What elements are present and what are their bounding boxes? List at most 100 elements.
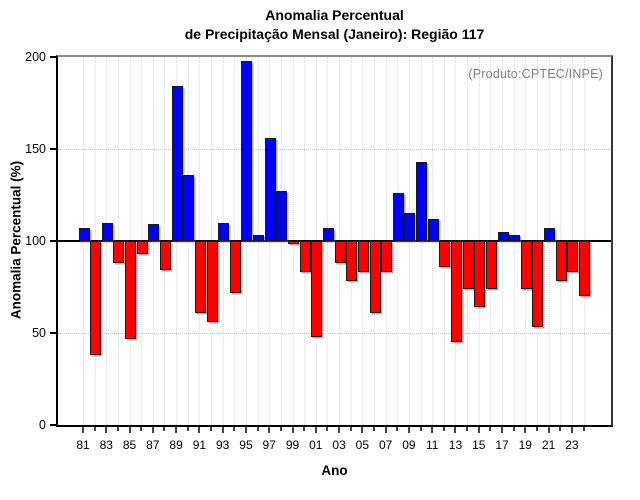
y-tick-label-50: 50 (32, 326, 46, 340)
chart-title: Anomalia Percentual (265, 7, 404, 23)
x-tick-label-15: 15 (472, 438, 486, 452)
bar-09 (404, 213, 416, 241)
bar-06 (369, 241, 381, 313)
x-tick-label-87: 87 (146, 438, 160, 452)
bar-94 (229, 241, 241, 293)
x-tick-label-85: 85 (122, 438, 137, 452)
bar-13 (450, 241, 462, 343)
bar-24 (579, 241, 591, 297)
x-tick-00 (303, 427, 306, 431)
x-tick-label-99: 99 (285, 438, 300, 452)
bar-82 (90, 241, 102, 356)
bar-85 (125, 241, 137, 339)
horizontal-gridline-150 (58, 149, 611, 150)
x-tick-88 (163, 427, 166, 431)
bar-87 (148, 224, 160, 241)
y-tick-150 (50, 148, 56, 150)
x-tick-label-09: 09 (402, 438, 416, 452)
x-tick-05 (361, 427, 364, 433)
bar-10 (416, 161, 428, 241)
x-tick-label-13: 13 (448, 438, 463, 452)
plot-area: (Produto:CPTEC/INPE) (56, 55, 613, 427)
x-tick-02 (326, 427, 329, 431)
x-tick-14 (466, 427, 469, 431)
x-tick-label-93: 93 (215, 438, 230, 452)
y-tick-200 (50, 56, 56, 58)
x-tick-86 (140, 427, 143, 431)
bar-99 (288, 241, 300, 244)
x-tick-84 (116, 427, 119, 431)
x-tick-12 (442, 427, 445, 431)
x-tick-89 (175, 427, 178, 433)
x-tick-09 (407, 427, 410, 433)
x-tick-93 (221, 427, 224, 433)
x-tick-01 (314, 427, 317, 433)
y-tick-50 (50, 332, 56, 334)
x-tick-91 (198, 427, 201, 433)
x-tick-17 (501, 427, 504, 433)
x-tick-90 (186, 427, 189, 431)
horizontal-gridline-50 (58, 333, 611, 334)
source-note: (Produto:CPTEC/INPE) (468, 67, 603, 81)
x-tick-label-05: 05 (355, 438, 370, 452)
bar-88 (159, 241, 171, 271)
x-tick-92 (210, 427, 213, 431)
x-tick-label-07: 07 (378, 438, 393, 452)
bar-89 (171, 86, 183, 241)
y-tick-label-100: 100 (25, 234, 46, 248)
bar-23 (567, 241, 579, 273)
bar-83 (101, 222, 113, 241)
x-tick-95 (244, 427, 247, 433)
x-tick-22 (559, 427, 562, 431)
x-tick-15 (477, 427, 480, 433)
x-tick-18 (512, 427, 515, 431)
x-tick-98 (279, 427, 282, 431)
bar-02 (322, 228, 334, 241)
x-tick-label-11: 11 (425, 438, 439, 452)
bar-11 (427, 218, 439, 241)
bar-81 (78, 228, 90, 241)
bar-08 (392, 193, 404, 241)
bar-90 (183, 174, 195, 241)
bar-84 (113, 241, 125, 264)
x-tick-19 (524, 427, 527, 433)
x-tick-24 (582, 427, 585, 431)
bar-19 (520, 241, 532, 289)
x-tick-94 (233, 427, 236, 431)
bar-93 (218, 222, 230, 241)
bar-12 (439, 241, 451, 267)
x-tick-06 (373, 427, 375, 431)
y-tick-label-200: 200 (25, 50, 46, 64)
bar-01 (311, 241, 323, 337)
x-tick-label-19: 19 (518, 438, 532, 452)
bar-95 (241, 60, 253, 241)
x-tick-label-97: 97 (262, 438, 276, 452)
chart-subtitle: de Precipitação Mensal (Janeiro): Região… (184, 26, 485, 42)
x-tick-label-21: 21 (541, 438, 556, 452)
x-tick-07 (384, 427, 387, 433)
x-tick-10 (419, 427, 422, 431)
x-tick-96 (256, 427, 259, 431)
y-tick-0 (50, 424, 56, 426)
bar-96 (253, 235, 265, 241)
x-tick-08 (396, 427, 399, 431)
x-tick-81 (82, 427, 84, 433)
bar-97 (264, 137, 276, 241)
y-tick-100 (50, 240, 56, 242)
bar-86 (136, 241, 148, 254)
bar-03 (334, 241, 346, 264)
x-tick-82 (93, 427, 96, 431)
bar-14 (462, 241, 474, 289)
bar-00 (299, 241, 311, 273)
bar-15 (474, 241, 486, 308)
bar-20 (532, 241, 544, 328)
bar-92 (206, 241, 218, 322)
x-tick-83 (105, 427, 108, 433)
x-tick-label-91: 91 (192, 438, 207, 452)
bar-05 (357, 241, 369, 273)
bar-18 (509, 235, 521, 241)
bar-16 (485, 241, 497, 289)
y-tick-label-150: 150 (25, 142, 46, 156)
bar-98 (276, 191, 288, 241)
